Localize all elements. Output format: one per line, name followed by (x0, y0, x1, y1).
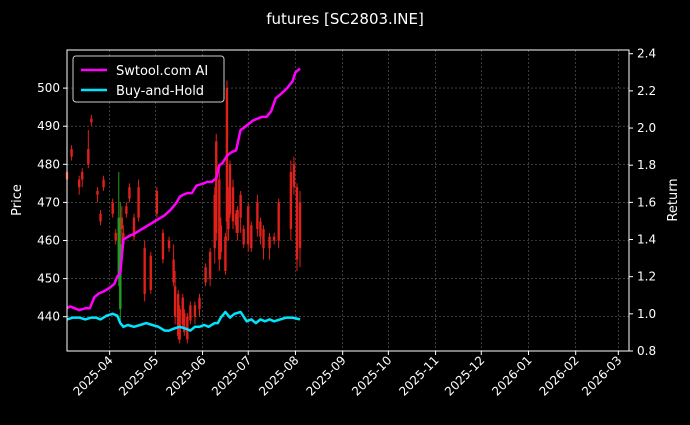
candle-body (204, 267, 207, 283)
candle-body (90, 118, 93, 123)
candle-body (256, 202, 259, 230)
y2-axis-label: Return (666, 178, 681, 221)
candle-body (227, 194, 230, 230)
candle-body (117, 217, 120, 279)
y-tick-label: 470 (37, 195, 60, 209)
price-candles (65, 80, 302, 344)
y2-tick-label: 2.0 (637, 121, 656, 135)
candle-body (292, 164, 296, 188)
y-tick-label: 460 (37, 234, 60, 248)
legend-label-buy-hold: Buy-and-Hold (116, 84, 204, 99)
y2-tick-label: 2.2 (637, 84, 656, 98)
candle-body (236, 210, 239, 233)
candle-body (228, 164, 232, 214)
candle-body (242, 229, 245, 245)
y-tick-label: 440 (37, 310, 60, 324)
plot-frame (66, 49, 630, 352)
candle-body (219, 225, 223, 252)
candle-body (125, 206, 128, 214)
candle-body (70, 149, 73, 157)
candle-body (120, 217, 124, 230)
candle-body (178, 309, 181, 340)
candle-body (289, 171, 293, 230)
y-tick-label: 450 (37, 272, 60, 286)
grid-layer (67, 50, 629, 351)
candle-body (128, 187, 131, 199)
candle-body (259, 221, 262, 237)
candle-body (176, 293, 180, 336)
candle-body (155, 190, 159, 214)
candle-body (132, 217, 136, 237)
legend-label-ai: Swtool.com AI (116, 64, 208, 79)
candle-body (167, 240, 171, 249)
candle-body (208, 251, 212, 279)
candle-body (143, 248, 146, 294)
y2-tick-label: 1.6 (637, 195, 656, 209)
y2-tick-label: 2.4 (637, 47, 656, 61)
left-price-axis: 440 450 460 470 480 490 500 (37, 81, 67, 324)
candle-body (111, 202, 114, 214)
y-axis-label: Price (10, 184, 25, 216)
series-line-buy-hold (66, 310, 301, 332)
y2-tick-label: 1.4 (637, 233, 656, 247)
y-tick-label: 490 (37, 119, 60, 133)
y2-tick-label: 1.0 (637, 307, 656, 321)
candle-body (189, 305, 192, 321)
y-tick-label: 480 (37, 157, 60, 171)
candle-body (277, 202, 280, 241)
candle-body (218, 179, 221, 260)
candle-body (272, 236, 276, 241)
candle-body (295, 187, 299, 260)
candle-body (262, 229, 265, 249)
candle-body (250, 225, 253, 249)
series-layer (66, 67, 301, 332)
candle-body (81, 171, 84, 180)
right-return-axis: 0.8 1.0 1.2 1.4 1.6 1.8 2.0 2.2 2.4 (629, 47, 656, 358)
legend: Swtool.com AI Buy-and-Hold (72, 55, 225, 103)
y-tick-label: 500 (37, 81, 60, 95)
candle-body (119, 244, 122, 310)
candle-body (137, 187, 140, 218)
candle-body (181, 297, 184, 325)
candle-body (173, 286, 177, 317)
candle-body (183, 312, 186, 332)
candle-body (247, 206, 250, 245)
candle-body (99, 213, 102, 222)
series-line-ai (66, 67, 301, 312)
candle-body (298, 202, 302, 249)
candle-body (231, 187, 235, 222)
candle-body (102, 179, 105, 188)
y2-tick-label: 1.8 (637, 158, 656, 172)
candle-body (149, 255, 152, 291)
candle-body (172, 259, 175, 283)
candle-body (224, 236, 227, 271)
candle-body (87, 149, 90, 165)
candle-body (198, 297, 201, 310)
candle-body (268, 236, 271, 249)
candle-body (96, 190, 99, 195)
candle-body (114, 232, 117, 241)
candle-body (239, 194, 242, 218)
legend-box (72, 55, 225, 103)
candle-body (77, 179, 81, 188)
candle-body (161, 232, 165, 260)
y2-tick-label: 0.8 (637, 344, 656, 358)
chart-title: futures [SC2803.INE] (266, 10, 424, 28)
y2-tick-label: 1.2 (637, 270, 656, 284)
candle-body (193, 305, 197, 317)
candle-body (234, 213, 238, 226)
candle-body (215, 141, 218, 233)
candle-body (213, 194, 216, 249)
